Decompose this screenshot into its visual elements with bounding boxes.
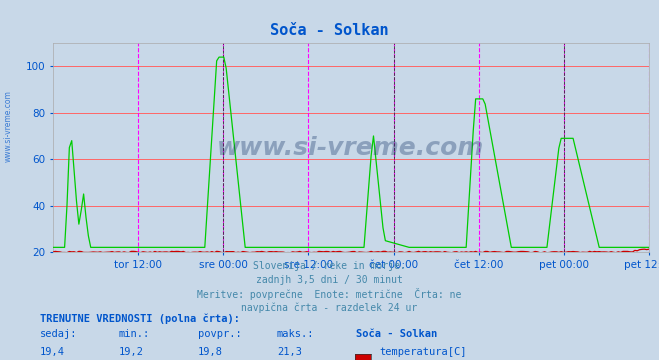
Text: Soča - Solkan: Soča - Solkan (356, 329, 437, 339)
Text: 19,4: 19,4 (40, 347, 65, 357)
Text: temperatura[C]: temperatura[C] (379, 347, 467, 357)
Text: TRENUTNE VREDNOSTI (polna črta):: TRENUTNE VREDNOSTI (polna črta): (40, 313, 239, 324)
Text: www.si-vreme.com: www.si-vreme.com (217, 136, 484, 159)
Text: zadnjh 3,5 dni / 30 minut: zadnjh 3,5 dni / 30 minut (256, 275, 403, 285)
Text: 19,8: 19,8 (198, 347, 223, 357)
Text: Meritve: povprečne  Enote: metrične  Črta: ne: Meritve: povprečne Enote: metrične Črta:… (197, 288, 462, 300)
Text: navpična črta - razdelek 24 ur: navpična črta - razdelek 24 ur (241, 302, 418, 312)
Text: www.si-vreme.com: www.si-vreme.com (3, 90, 13, 162)
Text: 21,3: 21,3 (277, 347, 302, 357)
Text: povpr.:: povpr.: (198, 329, 241, 339)
Text: Slovenija / reke in morje.: Slovenija / reke in morje. (253, 261, 406, 271)
Text: sedaj:: sedaj: (40, 329, 77, 339)
Text: maks.:: maks.: (277, 329, 314, 339)
Text: 19,2: 19,2 (119, 347, 144, 357)
Text: min.:: min.: (119, 329, 150, 339)
Text: Soča - Solkan: Soča - Solkan (270, 23, 389, 39)
